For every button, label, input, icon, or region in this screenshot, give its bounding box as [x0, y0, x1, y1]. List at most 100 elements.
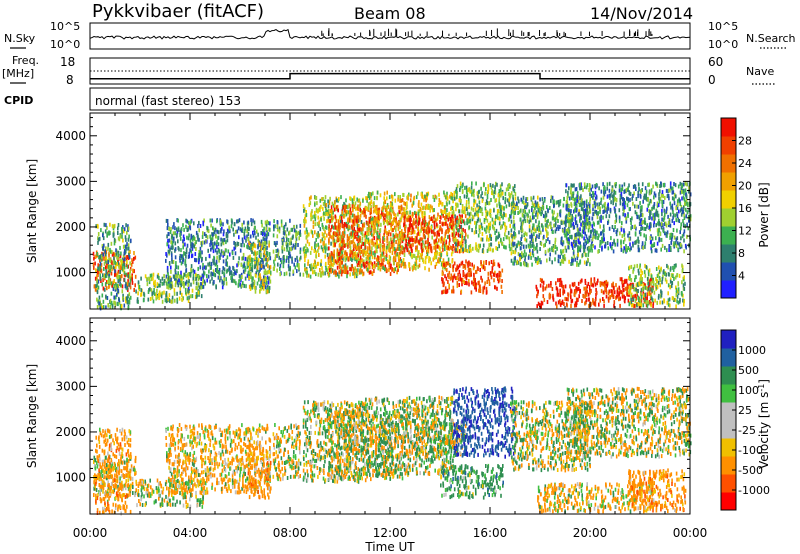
power-scatter-cell [458, 263, 461, 268]
power-scatter-cell [461, 245, 464, 250]
power-scatter-cell [462, 210, 465, 214]
power-scatter-cell [306, 229, 308, 234]
power-scatter-cell [107, 246, 109, 251]
power-scatter-cell [619, 303, 621, 308]
power-scatter-cell [186, 235, 188, 240]
power-scatter-cell [539, 210, 541, 215]
power-scatter-cell [513, 220, 515, 224]
power-scatter-cell [316, 201, 318, 206]
power-scatter-cell [119, 277, 121, 282]
power-scatter-cell [441, 202, 444, 206]
power-scatter-cell [526, 232, 528, 237]
power-scatter-cell [545, 229, 548, 234]
power-scatter-cell [248, 273, 250, 278]
power-scatter-cell [210, 247, 212, 252]
cpid-text: normal (fast stereo) 153 [95, 94, 241, 108]
power-scatter-cell [387, 211, 389, 216]
power-scatter-cell [393, 212, 395, 217]
power-scatter-cell [267, 232, 270, 237]
power-scatter-cell [541, 301, 544, 306]
power-scatter-cell [483, 182, 485, 187]
power-scatter-cell [425, 254, 428, 259]
power-scatter-cell [459, 241, 461, 246]
power-scatter-cell [562, 259, 565, 264]
power-scatter-cell [362, 252, 364, 257]
power-scatter-cell [254, 258, 256, 263]
power-scatter-cell [273, 265, 275, 270]
power-scatter-cell [460, 240, 463, 245]
power-scatter-cell [133, 251, 135, 255]
power-scatter-cell [245, 238, 247, 243]
power-scatter-cell [550, 227, 553, 231]
power-scatter-cell [181, 297, 184, 302]
power-scatter-cell [248, 266, 251, 271]
power-scatter-cell [182, 254, 184, 259]
power-scatter-cell [244, 226, 247, 231]
power-scatter-cell [513, 261, 515, 266]
power-scatter-cell [446, 251, 448, 256]
power-scatter-cell [474, 220, 476, 225]
power-scatter-cell [273, 224, 275, 229]
power-scatter-cell [281, 249, 284, 254]
power-scatter-cell [374, 250, 376, 255]
power-scatter-cell [330, 268, 333, 273]
power-scatter-cell [431, 205, 433, 210]
power-scatter-cell [192, 280, 195, 285]
power-scatter-cell [231, 220, 233, 225]
power-scatter-cell [260, 286, 262, 291]
power-scatter-cell [504, 191, 507, 196]
power-scatter-cell [407, 196, 409, 201]
power-scatter-cell [511, 201, 513, 206]
power-scatter-cell [341, 220, 343, 224]
power-scatter-cell [468, 212, 471, 217]
power-scatter-cell [498, 209, 500, 214]
power-scatter-cell [181, 292, 183, 297]
power-scatter-cell [480, 194, 482, 199]
power-scatter-cell [445, 212, 447, 217]
power-scatter-cell [384, 205, 387, 210]
power-scatter-cell [448, 283, 450, 288]
power-scatter-cell [212, 272, 214, 277]
power-scatter-cell [476, 247, 478, 252]
power-scatter-cell [109, 264, 111, 269]
power-scatter-cell [333, 258, 335, 263]
power-scatter-cell [340, 266, 343, 271]
power-scatter-cell [411, 223, 414, 228]
power-scatter-cell [254, 244, 257, 249]
power-scatter-cell [258, 277, 260, 282]
power-scatter-cell [182, 257, 185, 262]
power-scatter-cell [108, 285, 110, 289]
power-scatter-cell [398, 221, 401, 226]
power-scatter-cell [97, 299, 99, 304]
power-scatter-cell [183, 272, 185, 277]
power-scatter-cell [624, 280, 626, 284]
power-scatter-cell [418, 220, 420, 225]
power-scatter-cell [175, 227, 178, 232]
power-scatter-cell [509, 184, 511, 189]
power-scatter-cell [299, 250, 302, 255]
power-scatter-cell [247, 220, 250, 225]
power-scatter-cell [401, 198, 404, 203]
power-scatter-cell [409, 210, 411, 215]
power-scatter-cell [506, 235, 509, 240]
power-scatter-cell [535, 259, 537, 264]
power-scatter-cell [339, 250, 341, 255]
power-scatter-cell [352, 235, 355, 240]
power-scatter-cell [170, 240, 172, 245]
power-scatter-cell [394, 219, 397, 224]
power-scatter-cell [444, 274, 446, 279]
power-scatter-cell [443, 262, 445, 267]
power-scatter-cell [559, 213, 562, 218]
power-scatter-cell [336, 255, 339, 260]
power-scatter-cell [218, 248, 220, 253]
power-scatter-cell [584, 239, 587, 243]
power-scatter-cell [400, 234, 403, 239]
power-scatter-cell [322, 271, 324, 276]
power-scatter-cell [155, 296, 157, 301]
power-scatter-cell [101, 244, 104, 249]
power-scatter-cell [351, 233, 353, 238]
power-scatter-cell [183, 284, 185, 289]
power-scatter-cell [163, 281, 165, 286]
power-scatter-cell [246, 244, 248, 249]
power-scatter-cell [183, 251, 185, 256]
